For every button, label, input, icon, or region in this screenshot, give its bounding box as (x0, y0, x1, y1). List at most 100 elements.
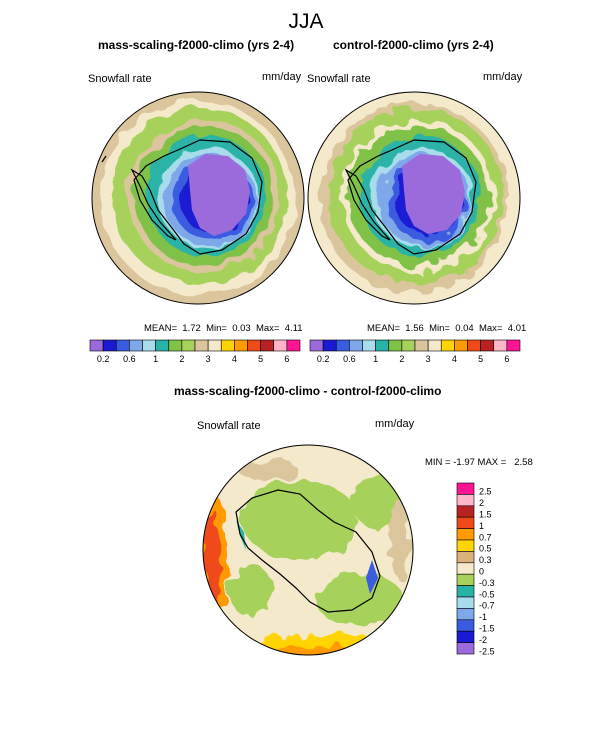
panel2-colorbar-swatch (362, 339, 376, 352)
diff-colorbar-swatch (456, 494, 475, 507)
diff-colorbar-tick-label: 0.7 (479, 532, 492, 542)
panel2-variable-label: Snowfall rate (307, 73, 371, 85)
panel2-colorbar-swatch (335, 339, 350, 352)
diff-colorbar-tick-label: -0.3 (479, 578, 495, 588)
panel2-map-border (307, 91, 521, 305)
panel1-colorbar-swatch (142, 339, 156, 352)
panel2-colorbar-swatch (309, 339, 324, 352)
panel1-colorbar-swatch (220, 339, 235, 352)
diff-colorbar-swatch (456, 551, 475, 564)
diff-colorbar-tick-label: 1 (479, 521, 484, 531)
panel2-colorbar-swatch (414, 339, 429, 352)
panel1-colorbar-swatch (273, 339, 288, 352)
diff-colorbar-swatch (456, 528, 475, 541)
panel2-colorbar-tick-label: 0.6 (343, 354, 356, 364)
diff-map-border (202, 444, 414, 656)
diff-colorbar-swatch (456, 505, 475, 518)
panel2-title: control-f2000-climo (yrs 2-4) (333, 38, 494, 52)
diff-colorbar-swatch (456, 608, 475, 621)
panel1-mean-value: 1.72 (182, 323, 201, 334)
panel2-colorbar-tick-label: 2 (399, 354, 404, 364)
panel1-colorbar-tick-label: 4 (232, 354, 237, 364)
diff-colorbar-tick-label: 2 (479, 498, 484, 508)
panel1-colorbar-tick-label: 0.6 (123, 354, 136, 364)
panel1-colorbar-swatch (155, 339, 170, 352)
panel1-units-label: mm/day (262, 71, 302, 83)
panel2-colorbar-swatch (388, 339, 403, 352)
panel1-stats: MEAN= 1.72 Min= 0.03 Max= 4.11 (144, 323, 303, 334)
panel2-colorbar-tick-label: 0.2 (317, 354, 330, 364)
panel2-colorbar-swatch (506, 339, 521, 352)
panel1-colorbar-tick-label: 1 (153, 354, 158, 364)
panel2-colorbar-tick-label: 4 (452, 354, 457, 364)
diff-colorbar-swatch (456, 585, 475, 598)
panel2-colorbar-tick-label: 5 (478, 354, 483, 364)
diff-colorbar-tick-label: -1 (479, 612, 487, 622)
panel2-min-value: 0.04 (455, 323, 474, 334)
panel2-units-label: mm/day (483, 71, 523, 83)
diff-variable-label: Snowfall rate (197, 420, 261, 432)
diff-colorbar-swatch (456, 619, 475, 632)
panel2-colorbar: 0.2 0.6 1 2 3 4 5 6 (309, 339, 521, 364)
panel2-colorbar-swatch (480, 339, 495, 352)
diff-colorbar-tick-label: 2.5 (479, 487, 492, 497)
panel1-colorbar-swatch (207, 339, 222, 352)
diff-colorbar-swatch (456, 642, 475, 655)
panel1-colorbar-swatch (102, 339, 117, 352)
panel1-min-value: 0.03 (232, 323, 251, 334)
diff-colorbar-tick-label: 0.5 (479, 544, 492, 554)
diff-units-label: mm/day (375, 418, 415, 430)
diff-colorbar-tick-label: -1.5 (479, 624, 495, 634)
panel2-stats: MEAN= 1.56 Min= 0.04 Max= 4.01 (367, 323, 527, 334)
diff-stats: MIN = -1.97 MAX = 2.58 (425, 457, 533, 468)
diff-panel-title: mass-scaling-f2000-climo - control-f2000… (174, 384, 442, 398)
panel1-variable-label: Snowfall rate (88, 73, 152, 85)
panel2-colorbar-swatch (454, 339, 468, 352)
diff-colorbar-tick-label: -2 (479, 635, 487, 645)
panel1-colorbar: 0.2 0.6 1 2 3 4 5 6 (89, 339, 301, 364)
panel1-max-value: 4.11 (284, 323, 303, 334)
panel1-colorbar-tick-label: 6 (284, 354, 289, 364)
diff-colorbar-swatch (456, 562, 475, 575)
diff-colorbar-swatch (456, 573, 475, 586)
panel2-map (308, 92, 520, 304)
panel2-colorbar-swatch (401, 339, 416, 352)
panel1-colorbar-swatch (234, 339, 248, 352)
panel1-colorbar-swatch (247, 339, 261, 352)
panel2-colorbar-tick-label: 1 (373, 354, 378, 364)
diff-colorbar-swatch (456, 516, 475, 529)
diff-colorbar-tick-label: -0.5 (479, 589, 495, 599)
panel1-colorbar-swatch (89, 339, 104, 352)
panel1-colorbar-tick-label: 2 (179, 354, 184, 364)
page-title: JJA (288, 10, 324, 33)
panel1-colorbar-swatch (168, 339, 183, 352)
diff-colorbar-tick-label: -0.7 (479, 601, 495, 611)
panel2-colorbar-swatch (467, 339, 481, 352)
diff-map (203, 445, 413, 655)
panel1-colorbar-tick-label: 0.2 (97, 354, 110, 364)
panel1-colorbar-swatch (260, 339, 275, 352)
panel1-colorbar-swatch (129, 339, 143, 352)
panel2-colorbar-swatch (440, 339, 455, 352)
panel1-colorbar-tick-label: 3 (206, 354, 211, 364)
diff-colorbar-swatch (456, 539, 475, 552)
panel2-colorbar-swatch (322, 339, 337, 352)
diff-max-value: 2.58 (514, 457, 533, 468)
panel1-map-border (91, 91, 305, 305)
panel1-colorbar-tick-label: 5 (258, 354, 263, 364)
panel2-colorbar-tick-label: 6 (504, 354, 509, 364)
diff-colorbar-swatch (456, 596, 475, 609)
panel2-colorbar-swatch (427, 339, 442, 352)
panel2-colorbar-swatch (349, 339, 363, 352)
diff-colorbar-swatch (456, 630, 475, 643)
panel2-colorbar-tick-label: 3 (426, 354, 431, 364)
panel1-colorbar-swatch (181, 339, 196, 352)
diff-colorbar: 2.52 1.510.7 0.50.3 0-0.3-0.5 -0.7-1 -1.5-2-2… (456, 482, 495, 656)
panel2-colorbar-swatch (493, 339, 508, 352)
panel1-title: mass-scaling-f2000-climo (yrs 2-4) (98, 38, 295, 52)
panel2-max-value: 4.01 (507, 323, 527, 334)
panel1-colorbar-swatch (115, 339, 130, 352)
diff-colorbar-tick-label: 0.3 (479, 555, 492, 565)
panel1-colorbar-swatch (194, 339, 209, 352)
